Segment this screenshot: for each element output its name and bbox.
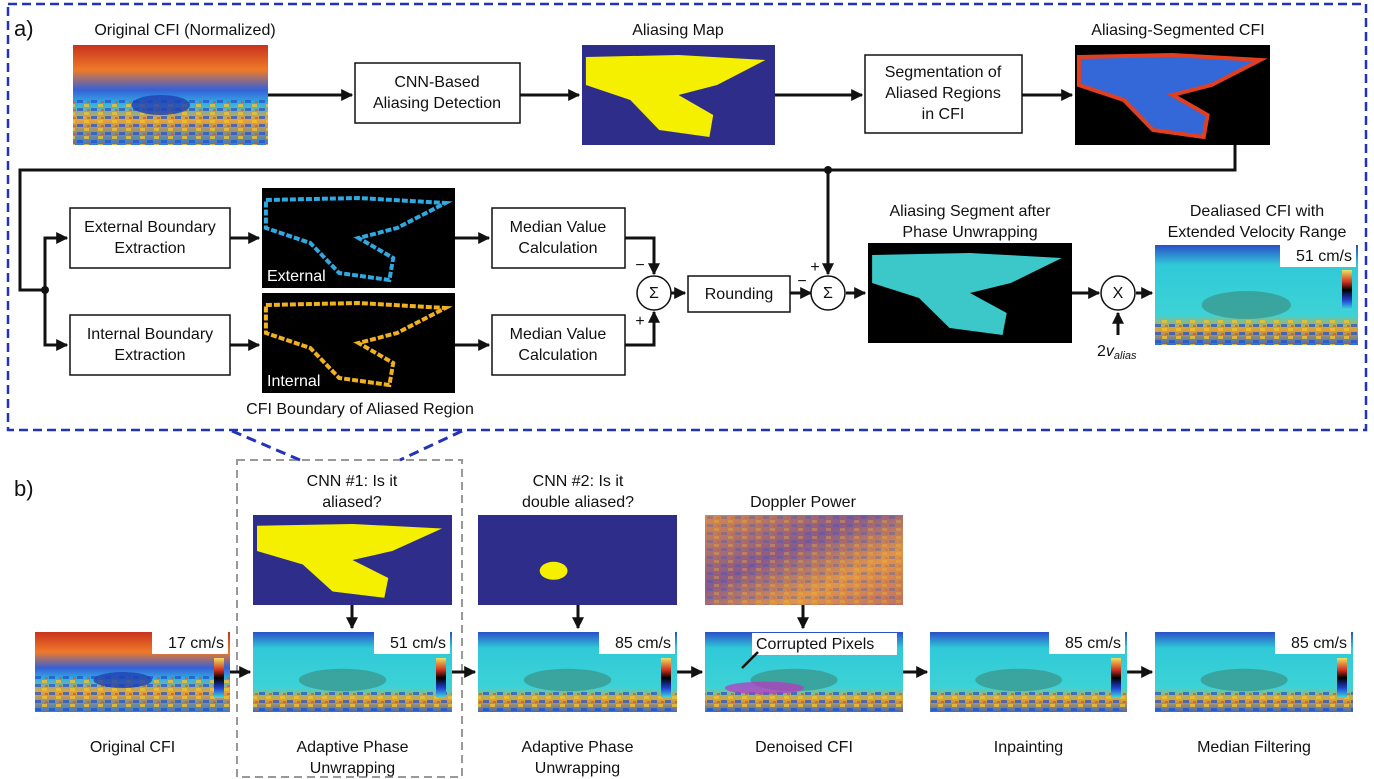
velocity-label: 85 cm/s — [1291, 635, 1347, 652]
image-title: Original CFI (Normalized) — [94, 22, 275, 39]
box-text: Median Value — [510, 219, 607, 236]
process-box — [70, 315, 230, 375]
velocity-label: 85 cm/s — [615, 635, 671, 652]
multiplier-subscript: alias — [1114, 350, 1137, 362]
callout-label: Corrupted Pixels — [756, 636, 874, 653]
image-feature — [1201, 669, 1288, 691]
image-title: Extended Velocity Range — [1168, 224, 1347, 241]
sum-symbol: Σ — [649, 285, 659, 302]
process-box — [355, 63, 520, 123]
image-texture — [253, 692, 452, 712]
image-texture — [1155, 320, 1358, 345]
step-caption: Denoised CFI — [755, 739, 853, 756]
box-text: Calculation — [518, 347, 597, 364]
box-text: Extraction — [114, 240, 185, 257]
multiply-symbol: X — [1113, 285, 1124, 302]
box-text: Median Value — [510, 326, 607, 343]
zoom-line — [400, 431, 462, 460]
image-texture — [705, 515, 903, 605]
image-texture — [705, 692, 903, 712]
image-title: CNN #2: Is it — [533, 473, 624, 490]
image — [1075, 45, 1270, 145]
image-bg — [478, 515, 677, 605]
multiplier: 2valias — [1097, 343, 1137, 362]
velocity-label: 17 cm/s — [168, 635, 224, 652]
image — [73, 45, 268, 145]
box-text: Aliased Regions — [885, 85, 1001, 102]
box-text: Rounding — [705, 286, 774, 303]
panel-label: b) — [14, 476, 34, 501]
colorbar — [436, 658, 446, 698]
image-feature — [524, 669, 612, 691]
image-title: Aliasing Map — [632, 22, 724, 39]
box-text: Calculation — [518, 240, 597, 257]
image-caption: CFI Boundary of Aliased Region — [246, 401, 474, 418]
image-label: Internal — [267, 373, 320, 390]
figure: a) Original CFI (Normalized) CNN-Based A… — [0, 0, 1374, 779]
image-feature — [132, 95, 191, 115]
velocity-label: 51 cm/s — [1296, 248, 1352, 265]
image — [868, 243, 1072, 343]
process-box — [492, 208, 625, 268]
image — [705, 515, 903, 605]
step-caption: Inpainting — [994, 739, 1063, 756]
image-feature — [1202, 291, 1291, 319]
image-texture — [930, 692, 1127, 712]
image-title: aliased? — [322, 494, 382, 511]
image-feature — [540, 562, 568, 580]
zoom-line — [232, 431, 300, 460]
colorbar — [1342, 270, 1352, 310]
step-caption: Median Filtering — [1197, 739, 1311, 756]
colorbar — [661, 658, 671, 698]
multiplier-coefficient: 2 — [1097, 343, 1106, 360]
image-texture — [478, 692, 677, 712]
image — [478, 515, 677, 605]
box-text: Internal Boundary — [87, 326, 213, 343]
image-title: Aliasing-Segmented CFI — [1091, 22, 1264, 39]
colorbar — [1111, 658, 1121, 698]
image-feature — [725, 682, 804, 695]
colorbar — [1337, 658, 1347, 698]
image-feature — [975, 669, 1062, 691]
step-caption: Original CFI — [90, 739, 175, 756]
image-title: Dealiased CFI with — [1190, 203, 1324, 220]
sign: − — [635, 257, 644, 274]
image-title: CNN #1: Is it — [307, 473, 398, 490]
image-texture — [1155, 692, 1353, 712]
sign: + — [635, 313, 644, 330]
image — [582, 45, 775, 145]
box-text: Aliasing Detection — [373, 95, 501, 112]
image-feature — [94, 672, 153, 688]
image-title: Phase Unwrapping — [902, 224, 1037, 241]
velocity-label: 85 cm/s — [1065, 635, 1121, 652]
image-feature — [299, 669, 387, 691]
box-text: Extraction — [114, 347, 185, 364]
image-title: Aliasing Segment after — [890, 203, 1052, 220]
image-title: Doppler Power — [750, 494, 857, 511]
colorbar — [214, 658, 224, 698]
box-text: Segmentation of — [885, 64, 1002, 81]
process-box — [492, 315, 625, 375]
image-label: External — [267, 268, 326, 285]
image — [253, 515, 452, 605]
panel-label: a) — [14, 16, 34, 41]
velocity-label: 51 cm/s — [390, 635, 446, 652]
box-text: in CFI — [922, 106, 965, 123]
process-box — [70, 208, 230, 268]
step-caption: Unwrapping — [310, 760, 395, 777]
sum-symbol: Σ — [823, 285, 833, 302]
image-title: double aliased? — [522, 494, 634, 511]
sign: + — [810, 259, 819, 276]
sign: − — [797, 273, 806, 290]
images — [35, 45, 1358, 712]
step-caption: Unwrapping — [535, 760, 620, 777]
box-text: CNN-Based — [394, 74, 479, 91]
step-caption: Adaptive Phase — [296, 739, 408, 756]
box-text: External Boundary — [84, 219, 216, 236]
step-caption: Adaptive Phase — [521, 739, 633, 756]
